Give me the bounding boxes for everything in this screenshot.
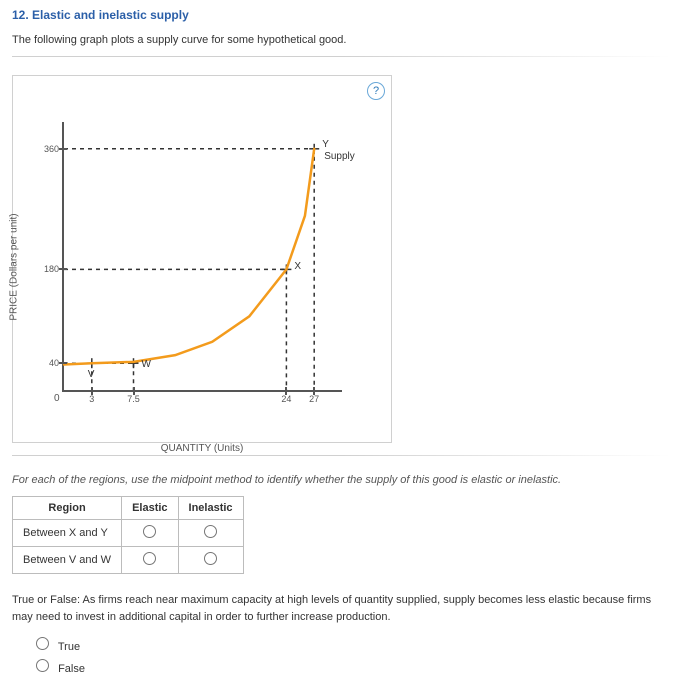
radio-true[interactable] bbox=[36, 637, 49, 650]
radio-false[interactable] bbox=[36, 659, 49, 672]
table-row: Between V and W bbox=[13, 547, 244, 574]
radio-elastic-vw[interactable] bbox=[143, 552, 156, 565]
ytick-label: 360 bbox=[44, 144, 64, 154]
tf-false-option[interactable]: False bbox=[36, 659, 671, 675]
tf-false-label: False bbox=[58, 663, 85, 675]
point-label-Y: Y bbox=[322, 139, 329, 150]
x-axis-label: QUANTITY (Units) bbox=[161, 443, 244, 454]
y-axis-label: PRICE (Dollars per unit) bbox=[9, 213, 20, 320]
divider bbox=[12, 56, 671, 57]
radio-elastic-xy[interactable] bbox=[143, 525, 156, 538]
series-label: Supply bbox=[324, 151, 355, 162]
divider bbox=[12, 455, 671, 456]
origin-label: 0 bbox=[54, 393, 60, 404]
col-region: Region bbox=[13, 497, 122, 520]
true-false-prompt: True or False: As firms reach near maxim… bbox=[12, 592, 671, 625]
radio-inelastic-vw[interactable] bbox=[204, 552, 217, 565]
ytick-label: 40 bbox=[49, 358, 64, 368]
ytick-label: 180 bbox=[44, 264, 64, 274]
question-number: 12. bbox=[12, 8, 29, 22]
question-intro: The following graph plots a supply curve… bbox=[12, 34, 671, 46]
chart-canvas: PRICE (Dollars per unit) 0 4018036037.52… bbox=[22, 102, 382, 432]
xtick-label: 7.5 bbox=[127, 390, 140, 404]
col-elastic: Elastic bbox=[122, 497, 178, 520]
xtick-label: 3 bbox=[89, 390, 94, 404]
xtick-label: 27 bbox=[309, 390, 319, 404]
true-false-options: True False bbox=[36, 637, 671, 675]
chart-frame: ? PRICE (Dollars per unit) 0 40 180 360 3 7.… bbox=[12, 75, 392, 443]
question-title: 12. Elastic and inelastic supply bbox=[12, 8, 671, 22]
row-label: Between V and W bbox=[13, 547, 122, 574]
row-label: Between X and Y bbox=[13, 520, 122, 547]
answer-table: Region Elastic Inelastic Between X and Y… bbox=[12, 496, 244, 574]
tf-true-option[interactable]: True bbox=[36, 637, 671, 653]
tf-true-label: True bbox=[58, 641, 80, 653]
col-inelastic: Inelastic bbox=[178, 497, 243, 520]
question-title-text: Elastic and inelastic supply bbox=[32, 8, 189, 22]
point-label-W: W bbox=[142, 359, 151, 370]
radio-inelastic-xy[interactable] bbox=[204, 525, 217, 538]
supply-curve bbox=[64, 122, 342, 390]
point-label-X: X bbox=[294, 261, 301, 272]
plot-area: 0 4018036037.52427VWXYSupply bbox=[62, 122, 342, 392]
table-row: Between X and Y bbox=[13, 520, 244, 547]
point-label-V: V bbox=[88, 369, 95, 380]
help-icon[interactable]: ? bbox=[367, 82, 385, 100]
xtick-label: 24 bbox=[281, 390, 291, 404]
instructions: For each of the regions, use the midpoin… bbox=[12, 474, 671, 486]
